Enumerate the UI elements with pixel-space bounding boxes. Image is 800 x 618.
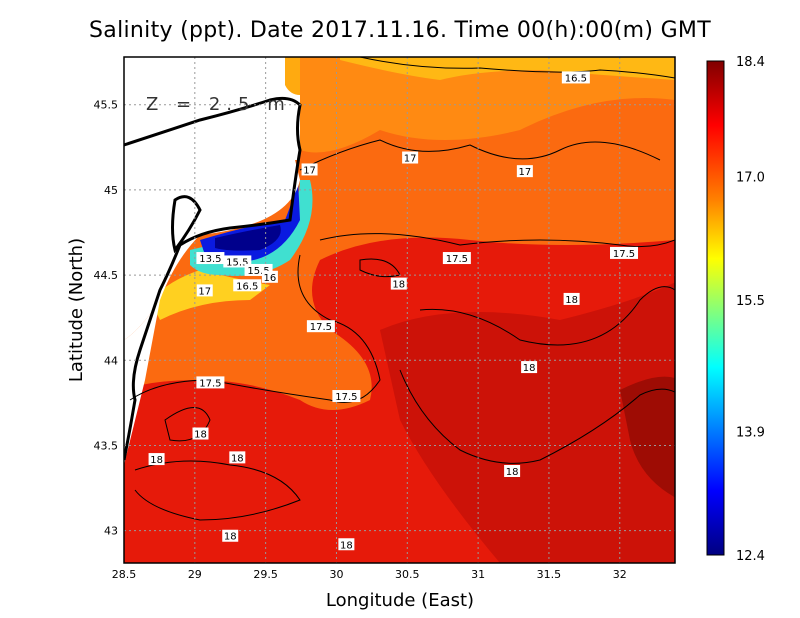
svg-text:18: 18	[231, 453, 244, 464]
map-title: Salinity (ppt). Date 2017.11.16. Time 00…	[89, 18, 711, 43]
contour-label: 17	[301, 163, 318, 176]
contour-label: 18	[504, 465, 521, 478]
svg-text:17.5: 17.5	[310, 322, 332, 333]
x-tick-label: 31	[471, 568, 485, 581]
svg-text:15.5: 15.5	[226, 257, 248, 268]
svg-text:15.5: 15.5	[247, 266, 269, 277]
svg-text:18: 18	[506, 467, 519, 478]
svg-text:17.5: 17.5	[613, 249, 635, 260]
depth-annotation: Z = 2.5 m	[146, 94, 291, 115]
contour-label: 17	[516, 165, 533, 178]
contour-label: 18	[229, 451, 246, 464]
svg-text:17: 17	[518, 167, 531, 178]
y-tick-label: 44	[104, 354, 118, 367]
svg-text:17.5: 17.5	[335, 392, 357, 403]
x-tick-label: 29	[188, 568, 202, 581]
contour-label: 17.5	[332, 390, 361, 403]
svg-text:16.5: 16.5	[236, 281, 258, 292]
contour-label: 18	[338, 538, 355, 551]
x-tick-label: 28.5	[112, 568, 137, 581]
contour-label: 18	[521, 361, 538, 374]
y-tick-label: 45.5	[94, 99, 119, 112]
contour-label: 18	[148, 453, 165, 466]
contour-label: 18	[222, 529, 239, 543]
svg-text:18: 18	[523, 363, 536, 374]
x-ticks: 28.5 29 29.5 30 30.5 31 31.5 32	[112, 568, 627, 581]
colorbar-ticks: 18.4 17.0 15.5 13.9 12.4	[736, 55, 765, 564]
svg-text:13.5: 13.5	[199, 254, 221, 265]
colorbar-tick-label: 17.0	[736, 170, 765, 185]
y-tick-label: 45	[104, 184, 118, 197]
contour-label: 16.5	[233, 279, 262, 292]
contour-label: 17.5	[442, 252, 471, 265]
svg-text:18: 18	[340, 540, 353, 551]
svg-text:18: 18	[150, 455, 163, 466]
x-tick-label: 31.5	[537, 568, 562, 581]
y-tick-label: 43.5	[94, 439, 119, 452]
y-ticks: 45.5 45 44.5 44 43.5 43	[94, 99, 119, 538]
svg-text:16: 16	[264, 273, 277, 284]
colorbar-tick-label: 18.4	[736, 55, 765, 70]
colorbar	[706, 60, 725, 556]
colorbar-tick-label: 13.9	[736, 426, 765, 441]
contour-label: 17.5	[196, 376, 225, 389]
colorbar-tick-label: 12.4	[736, 549, 765, 564]
svg-text:18: 18	[392, 280, 405, 291]
svg-text:18: 18	[565, 295, 578, 306]
contour-label: 17.5	[610, 246, 639, 260]
svg-text:17: 17	[303, 165, 316, 176]
contour-label: 16.5	[561, 71, 590, 84]
y-axis-label: Latitude (North)	[66, 238, 87, 382]
y-tick-label: 43	[104, 525, 118, 538]
contour-label: 18	[563, 292, 580, 306]
svg-text:17.5: 17.5	[199, 378, 221, 389]
x-tick-label: 30	[329, 568, 343, 581]
plot-frame	[123, 56, 676, 564]
salinity-field	[124, 57, 675, 563]
contour-label: 13.5	[196, 252, 225, 265]
svg-text:17: 17	[404, 154, 417, 165]
grid	[124, 57, 675, 563]
contour-label: 15.5	[223, 255, 252, 268]
contour-label: 16	[261, 270, 278, 284]
svg-text:18: 18	[224, 532, 237, 543]
colorbar-tick-label: 15.5	[736, 294, 765, 309]
x-tick-label: 29.5	[253, 568, 278, 581]
x-axis-label: Longitude (East)	[326, 590, 474, 611]
contour-label: 17.5	[306, 320, 335, 333]
contour-label: 18	[390, 277, 407, 291]
contour-label: 17	[196, 284, 213, 297]
svg-text:18: 18	[194, 430, 207, 441]
x-tick-label: 32	[613, 568, 627, 581]
svg-text:17.5: 17.5	[446, 254, 468, 265]
contour-label: 17	[402, 151, 419, 165]
contour-label: 18	[192, 427, 209, 441]
svg-text:16.5: 16.5	[565, 73, 587, 84]
svg-text:17: 17	[198, 286, 211, 297]
x-tick-label: 30.5	[395, 568, 420, 581]
y-tick-label: 44.5	[94, 269, 119, 282]
